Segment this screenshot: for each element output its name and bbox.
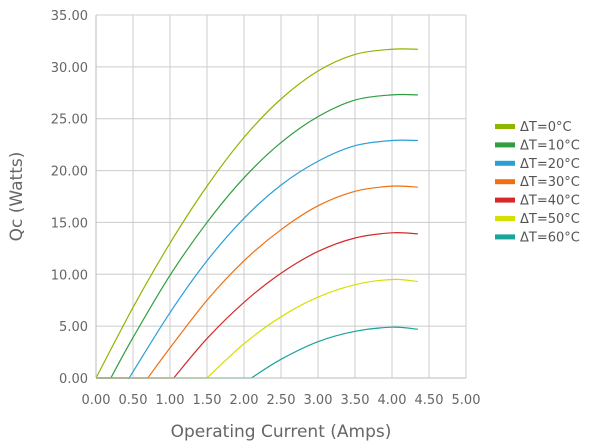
x-tick-label: 1.00 bbox=[156, 393, 185, 408]
x-tick-label: 0.00 bbox=[82, 393, 111, 408]
legend-item: ΔT=50°C bbox=[495, 212, 580, 227]
series-line bbox=[206, 278, 418, 379]
legend-label: ΔT=20°C bbox=[520, 157, 580, 172]
legend-swatch bbox=[495, 179, 515, 185]
legend-item: ΔT=0°C bbox=[495, 120, 572, 135]
y-axis-title: Qc (Watts) bbox=[7, 152, 27, 242]
series-line bbox=[173, 232, 418, 379]
series-line bbox=[95, 48, 418, 379]
legend-swatch bbox=[495, 124, 515, 129]
legend-label: ΔT=30°C bbox=[520, 175, 580, 190]
x-tick-label: 3.00 bbox=[304, 393, 333, 408]
y-tick-label: 35.00 bbox=[51, 9, 88, 24]
tick-labels: 0.00 0.50 1.00 1.50 2.00 2.50 3.00 3.50 4.00 4.50… bbox=[51, 9, 481, 408]
legend-label: ΔT=10°C bbox=[520, 138, 580, 153]
y-tick-label: 25.00 bbox=[51, 113, 88, 128]
legend: ΔT=0°C ΔT=10°C ΔT=20°C ΔT=30°C ΔT=40°C ΔT=50°… bbox=[495, 120, 580, 245]
legend-swatch bbox=[495, 197, 515, 203]
legend-item: ΔT=30°C bbox=[495, 175, 580, 190]
y-tick-label: 10.00 bbox=[51, 268, 88, 283]
x-tick-label: 4.50 bbox=[415, 393, 444, 408]
x-tick-label: 2.00 bbox=[230, 393, 259, 408]
series-line bbox=[251, 326, 418, 379]
y-tick-label: 20.00 bbox=[51, 165, 88, 180]
x-tick-label: 1.50 bbox=[193, 393, 222, 408]
legend-item: ΔT=10°C bbox=[495, 138, 580, 153]
legend-swatch bbox=[495, 142, 515, 148]
x-tick-label: 3.50 bbox=[341, 393, 370, 408]
legend-item: ΔT=40°C bbox=[495, 194, 580, 209]
series-line bbox=[128, 139, 418, 380]
x-tick-label: 2.50 bbox=[267, 393, 296, 408]
y-tick-label: 15.00 bbox=[51, 216, 88, 231]
axes bbox=[95, 15, 466, 379]
series-lines bbox=[95, 48, 418, 380]
x-tick-label: 4.00 bbox=[378, 393, 407, 408]
legend-swatch bbox=[495, 234, 515, 240]
x-tick-label: 0.50 bbox=[119, 393, 148, 408]
y-tick-label: 30.00 bbox=[51, 61, 88, 76]
legend-label: ΔT=60°C bbox=[520, 230, 580, 245]
legend-swatch bbox=[495, 216, 515, 221]
legend-label: ΔT=40°C bbox=[520, 194, 580, 209]
grid bbox=[95, 14, 467, 379]
y-tick-label: 5.00 bbox=[59, 320, 88, 335]
x-tick-label: 5.00 bbox=[452, 393, 481, 408]
legend-label: ΔT=50°C bbox=[520, 212, 580, 227]
legend-item: ΔT=60°C bbox=[495, 230, 580, 245]
legend-label: ΔT=0°C bbox=[520, 120, 572, 135]
y-tick-label: 0.00 bbox=[59, 372, 88, 387]
x-axis-title: Operating Current (Amps) bbox=[171, 422, 392, 442]
series-line bbox=[147, 185, 418, 379]
legend-item: ΔT=20°C bbox=[495, 157, 580, 172]
series-line bbox=[110, 93, 418, 379]
legend-swatch bbox=[495, 160, 515, 166]
